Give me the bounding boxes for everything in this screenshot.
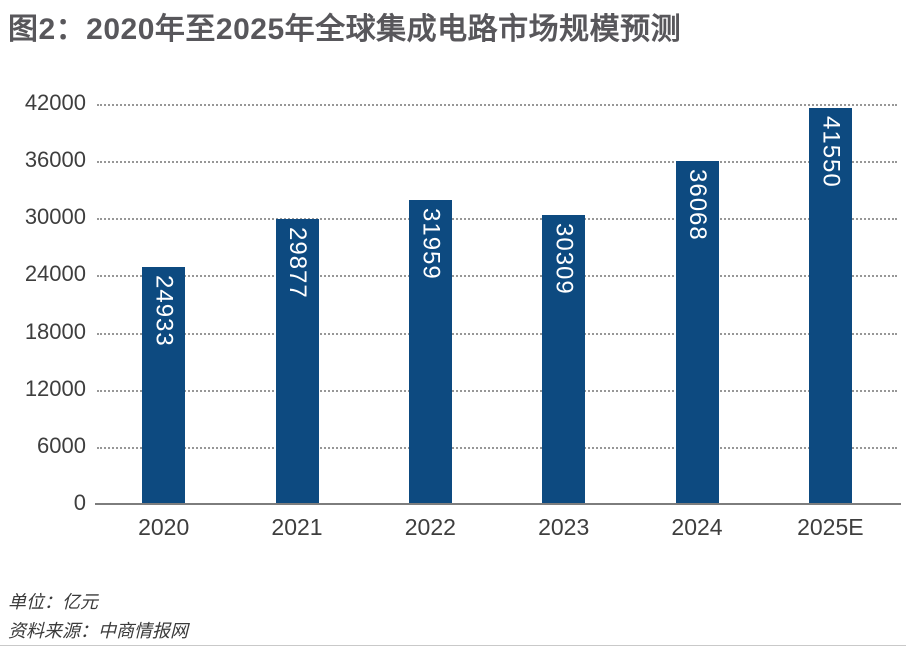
bar-value-label-2025E: 41550 bbox=[817, 116, 845, 189]
x-tick-label-2022: 2022 bbox=[404, 514, 456, 540]
bar-2023: 30309 bbox=[542, 215, 586, 504]
bottom-divider bbox=[0, 645, 906, 646]
y-tick-label-0: 0 bbox=[73, 489, 86, 515]
source-note: 资料来源：中商情报网 bbox=[8, 621, 188, 641]
x-axis-line bbox=[95, 503, 901, 505]
x-axis-labels: 2020 2021 2022 2023 2024 2025E bbox=[97, 514, 897, 546]
x-tick-label-2025E: 2025E bbox=[797, 514, 864, 540]
x-tick-label-2021: 2021 bbox=[271, 514, 323, 540]
x-tick-label-2020: 2020 bbox=[138, 514, 190, 540]
x-tick-label-2024: 2024 bbox=[671, 514, 723, 540]
gridline-24000 bbox=[97, 275, 897, 278]
gridline-30000 bbox=[97, 218, 897, 221]
y-tick-label-24000: 24000 bbox=[24, 261, 86, 287]
gridline-12000 bbox=[97, 389, 897, 392]
bar-2021: 29877 bbox=[275, 219, 319, 504]
gridline-6000 bbox=[97, 446, 897, 449]
unit-note: 单位：亿元 bbox=[8, 592, 98, 612]
bar-value-label-2021: 29877 bbox=[284, 227, 311, 300]
bar-value-label-2023: 30309 bbox=[550, 223, 578, 296]
page-title: 图2：2020年至2025年全球集成电路市场规模预测 bbox=[8, 13, 682, 46]
bar-value-label-2022: 31959 bbox=[417, 207, 445, 280]
bar-2025E: 41550 bbox=[808, 108, 852, 504]
bar-value-label-2024: 36068 bbox=[684, 168, 711, 241]
y-tick-label-42000: 42000 bbox=[24, 89, 86, 115]
bar-2022: 31959 bbox=[408, 199, 452, 504]
y-tick-label-12000: 12000 bbox=[24, 375, 86, 401]
y-tick-label-6000: 6000 bbox=[37, 432, 86, 458]
bar-2020: 24933 bbox=[142, 266, 186, 504]
y-tick-label-36000: 36000 bbox=[24, 147, 86, 173]
x-tick-label-2023: 2023 bbox=[538, 514, 590, 540]
y-axis-labels: 0 6000 12000 18000 24000 30000 36000 42000 bbox=[0, 90, 86, 515]
y-tick-label-30000: 30000 bbox=[24, 204, 86, 230]
gridline-36000 bbox=[97, 161, 897, 164]
chart-plot-area: 24933 29877 31959 30309 36068 41550 bbox=[97, 104, 897, 504]
y-tick-label-18000: 18000 bbox=[24, 318, 86, 344]
bar-value-label-2020: 24933 bbox=[150, 274, 178, 347]
gridline-18000 bbox=[97, 332, 897, 335]
bar-2024: 36068 bbox=[675, 160, 719, 504]
gridline-42000 bbox=[97, 104, 897, 106]
